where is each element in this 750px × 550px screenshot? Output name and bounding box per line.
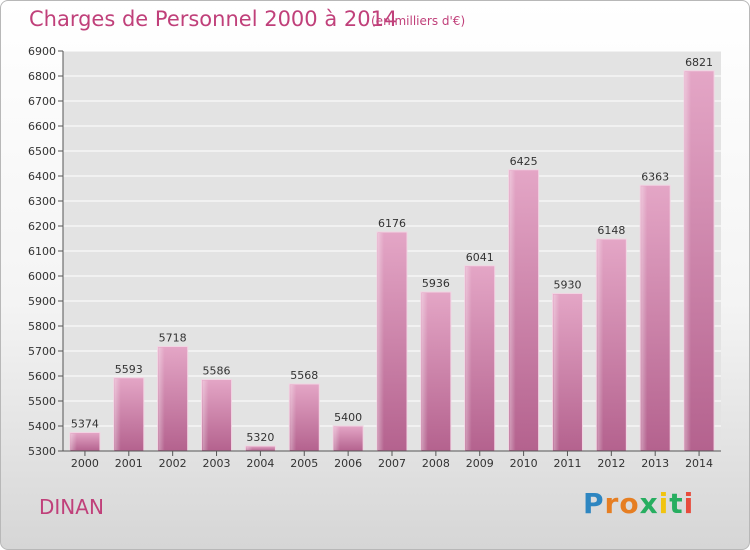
- x-tick-label: 2004: [246, 457, 274, 470]
- bar-highlight: [509, 170, 516, 450]
- y-tick-label: 5300: [28, 445, 56, 458]
- bar-highlight: [70, 433, 77, 450]
- bar-value-label: 6363: [641, 170, 669, 183]
- bar-value-label: 6176: [378, 217, 406, 230]
- logo-letter: x: [639, 487, 659, 520]
- x-tick-label: 2014: [685, 457, 713, 470]
- y-tick-label: 6700: [28, 95, 56, 108]
- logo-letter: r: [604, 487, 620, 520]
- bar-value-label: 6148: [597, 224, 625, 237]
- bar-highlight: [641, 186, 648, 450]
- town-name: DINAN: [39, 495, 104, 519]
- bar-value-label: 5593: [115, 363, 143, 376]
- x-tick-label: 2006: [334, 457, 362, 470]
- x-tick-label: 2001: [115, 457, 143, 470]
- y-tick-label: 6200: [28, 220, 56, 233]
- y-tick-label: 5600: [28, 370, 56, 383]
- x-tick-label: 2013: [641, 457, 669, 470]
- logo-letter: o: [619, 487, 640, 520]
- logo-letter: i: [683, 487, 695, 520]
- x-tick-label: 2005: [290, 457, 318, 470]
- y-tick-label: 6500: [28, 145, 56, 158]
- y-tick-label: 6600: [28, 120, 56, 133]
- x-tick-label: 2007: [378, 457, 406, 470]
- bar-value-label: 6821: [685, 56, 713, 69]
- bar-value-label: 5718: [159, 332, 187, 345]
- bar-value-label: 5936: [422, 277, 450, 290]
- bar-value-label: 5374: [71, 418, 99, 431]
- logo-letter: P: [583, 487, 605, 520]
- chart-subtitle: (en milliers d'€): [371, 14, 466, 28]
- bar-value-label: 6041: [466, 251, 494, 264]
- x-tick-label: 2011: [553, 457, 581, 470]
- bar-highlight: [465, 266, 472, 450]
- x-tick-label: 2000: [71, 457, 99, 470]
- y-tick-label: 5900: [28, 295, 56, 308]
- y-tick-label: 5700: [28, 345, 56, 358]
- y-tick-label: 5500: [28, 395, 56, 408]
- x-tick-label: 2012: [597, 457, 625, 470]
- x-tick-label: 2008: [422, 457, 450, 470]
- bar-highlight: [202, 380, 209, 450]
- bar-highlight: [334, 427, 341, 450]
- x-tick-label: 2002: [159, 457, 187, 470]
- bar-highlight: [685, 71, 692, 450]
- bar-highlight: [158, 347, 165, 450]
- bar-highlight: [114, 378, 121, 450]
- y-axis: 5300 5400 5500 5600 5700 5800 5900 6000 6100 6200…: [28, 45, 64, 458]
- y-tick-label: 6800: [28, 70, 56, 83]
- bar-value-label: 5320: [246, 431, 274, 444]
- bar-value-label: 5400: [334, 411, 362, 424]
- bar-value-label: 5568: [290, 369, 318, 382]
- bar-highlight: [378, 233, 384, 450]
- y-tick-label: 5400: [28, 420, 56, 433]
- bars: 5374 5593 5718 5586 5320 5568 5400 6176 5936 6041…: [69, 56, 715, 452]
- x-tick-label: 2009: [466, 457, 494, 470]
- proxiti-logo: Proxiti: [583, 487, 694, 520]
- bar-highlight: [246, 447, 253, 450]
- bar-value-label: 5930: [553, 279, 581, 292]
- y-tick-label: 6100: [28, 245, 56, 258]
- logo-letter: t: [669, 487, 684, 520]
- bar-value-label: 5586: [203, 365, 231, 378]
- y-tick-label: 6000: [28, 270, 56, 283]
- y-tick-label: 5800: [28, 320, 56, 333]
- y-tick-label: 6300: [28, 195, 56, 208]
- logo-letter: i: [658, 487, 670, 520]
- bar-highlight: [290, 385, 297, 450]
- bar-highlight: [553, 294, 560, 450]
- x-tick-label: 2003: [203, 457, 231, 470]
- y-tick-label: 6900: [28, 45, 56, 58]
- x-tick-label: 2010: [510, 457, 538, 470]
- x-axis: 2000 2001 2002 2003 2004 2005 2006 2007 2008 2009…: [63, 450, 721, 470]
- bar-value-label: 6425: [510, 155, 538, 168]
- y-tick-label: 6400: [28, 170, 56, 183]
- bar-highlight: [597, 240, 604, 450]
- chart-title: Charges de Personnel 2000 à 2014: [29, 7, 398, 31]
- bar-highlight: [421, 293, 428, 450]
